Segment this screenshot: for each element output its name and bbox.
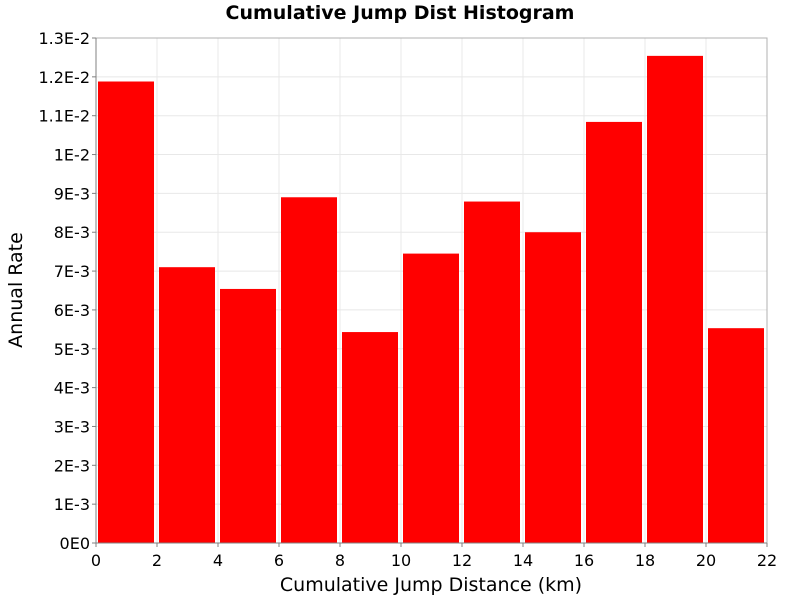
histogram-bar [342, 332, 398, 543]
histogram-bar [708, 328, 764, 543]
chart-title: Cumulative Jump Dist Histogram [225, 2, 575, 24]
y-tick-label: 1.2E-2 [38, 68, 90, 87]
histogram-bar [464, 201, 520, 544]
x-tick-label: 8 [335, 551, 345, 570]
y-tick-label: 2E-3 [54, 456, 90, 475]
bars-layer [98, 55, 764, 544]
x-tick-label: 4 [213, 551, 223, 570]
histogram-bar [403, 253, 459, 543]
histogram-bar [159, 267, 215, 543]
y-tick-label: 1E-2 [54, 146, 90, 165]
histogram-bar [98, 81, 154, 543]
x-tick-label: 20 [696, 551, 716, 570]
histogram-bar [220, 288, 276, 543]
x-tick-label: 0 [91, 551, 101, 570]
x-tick-label: 12 [452, 551, 472, 570]
x-tick-label: 16 [574, 551, 594, 570]
x-tick-label: 2 [152, 551, 162, 570]
ticks-layer: 0E0 1E-3 2E-3 3E-3 4E-3 5E-3 6E-3 7E-3 8E-3 9E-3 1… [38, 29, 777, 570]
y-tick-label: 1.3E-2 [38, 29, 90, 48]
y-tick-label: 5E-3 [54, 340, 90, 359]
y-tick-label: 1E-3 [54, 495, 90, 514]
y-tick-label: 3E-3 [54, 417, 90, 436]
histogram-bar [525, 232, 581, 543]
y-tick-label: 7E-3 [54, 262, 90, 281]
y-tick-label: 6E-3 [54, 301, 90, 320]
x-tick-label: 14 [513, 551, 533, 570]
x-axis-label: Cumulative Jump Distance (km) [280, 574, 582, 596]
axes-layer [95, 37, 768, 544]
y-axis-label: Annual Rate [5, 232, 27, 348]
x-tick-label: 18 [635, 551, 655, 570]
y-tick-label: 9E-3 [54, 184, 90, 203]
y-tick-label: 1.1E-2 [38, 107, 90, 126]
y-tick-label: 4E-3 [54, 379, 90, 398]
histogram-bar [586, 121, 642, 544]
y-tick-label: 0E0 [60, 534, 90, 553]
histogram-bar [647, 55, 703, 543]
x-tick-label: 6 [274, 551, 284, 570]
y-tick-label: 8E-3 [54, 223, 90, 242]
histogram-bar [281, 197, 337, 543]
x-tick-label: 10 [391, 551, 411, 570]
x-tick-label: 22 [757, 551, 777, 570]
